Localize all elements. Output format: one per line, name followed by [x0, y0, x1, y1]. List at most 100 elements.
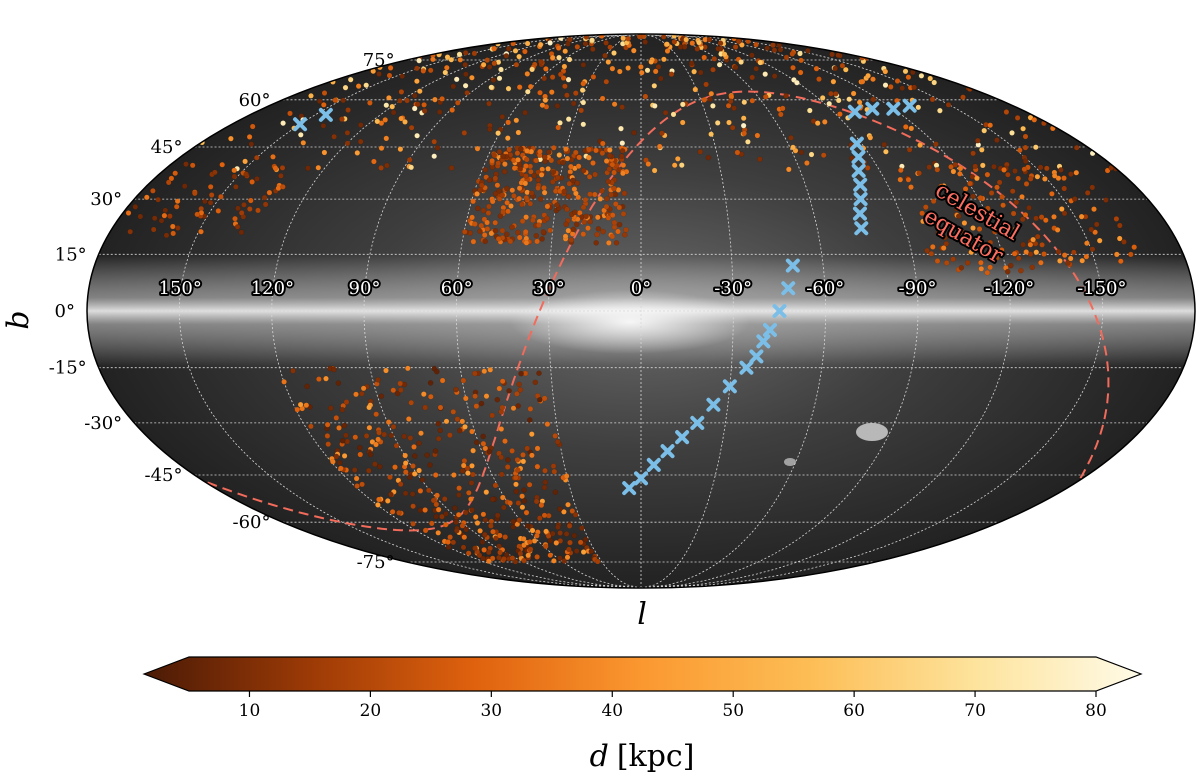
star-point — [541, 484, 548, 491]
star-point — [1068, 171, 1074, 177]
colorbar-label-symbol: d — [590, 739, 609, 774]
star-point — [375, 436, 381, 443]
star-point — [1083, 253, 1090, 260]
star-point — [359, 481, 365, 488]
star-point — [495, 130, 501, 136]
star-point — [566, 523, 573, 529]
star-point — [144, 194, 150, 201]
star-point — [928, 250, 935, 257]
star-point — [513, 474, 519, 481]
star-point — [603, 158, 610, 164]
star-point — [132, 204, 139, 210]
star-point — [486, 448, 493, 455]
star-point — [579, 525, 585, 531]
star-point — [697, 69, 704, 76]
star-point — [859, 78, 866, 85]
star-point — [469, 74, 475, 81]
halo-star-points — [125, 34, 1137, 565]
star-point — [1089, 184, 1096, 191]
star-point — [429, 520, 435, 527]
star-point — [797, 69, 804, 76]
star-point — [703, 81, 709, 88]
star-point — [238, 229, 245, 236]
star-point — [1009, 188, 1016, 194]
star-point — [151, 215, 158, 221]
star-point — [609, 233, 616, 240]
star-point — [534, 533, 540, 539]
star-point — [587, 218, 593, 225]
star-point — [1049, 191, 1055, 197]
star-point — [416, 467, 422, 474]
stream-cross — [722, 379, 737, 394]
star-point — [738, 59, 744, 65]
stream-cross — [690, 415, 705, 430]
star-point — [443, 418, 450, 425]
star-point — [255, 207, 261, 214]
map-area — [87, 34, 1195, 588]
star-point — [1005, 171, 1011, 178]
star-point — [519, 218, 526, 224]
star-point — [565, 501, 571, 508]
star-point — [727, 98, 734, 104]
star-point — [509, 448, 515, 454]
star-point — [486, 203, 492, 210]
star-point — [499, 404, 506, 411]
meridian-line — [640, 34, 827, 588]
star-point — [919, 210, 925, 216]
star-point — [500, 209, 506, 215]
star-point — [333, 453, 340, 460]
star-point — [465, 550, 472, 556]
star-point — [1061, 252, 1068, 258]
star-point — [994, 137, 1000, 143]
stream-cross — [785, 258, 800, 273]
star-point — [1055, 175, 1062, 181]
star-point — [439, 96, 445, 102]
star-point — [829, 51, 835, 58]
star-point — [566, 56, 573, 63]
star-point — [500, 494, 506, 501]
star-point — [790, 64, 796, 71]
star-point — [390, 109, 397, 116]
star-point — [378, 165, 384, 171]
star-point — [762, 71, 768, 77]
star-point — [564, 206, 570, 213]
star-point — [430, 497, 437, 504]
star-point — [915, 104, 922, 111]
star-point — [645, 161, 652, 167]
star-point — [550, 179, 556, 185]
star-point — [150, 188, 156, 194]
star-point — [505, 85, 512, 92]
star-point — [427, 67, 434, 74]
star-point — [576, 154, 582, 161]
star-point — [473, 439, 480, 446]
star-point — [1032, 240, 1039, 247]
star-point — [606, 152, 613, 159]
star-point — [1078, 213, 1085, 220]
longitude-label: -90° — [899, 278, 937, 299]
star-point — [524, 40, 531, 47]
longitude-label: -120° — [985, 278, 1034, 299]
star-point — [790, 144, 796, 151]
star-point — [551, 468, 558, 475]
star-point — [215, 208, 222, 214]
stream-cross — [849, 136, 864, 151]
star-point — [172, 170, 178, 176]
star-point — [340, 97, 346, 104]
star-point — [926, 164, 932, 170]
star-point — [600, 140, 606, 147]
star-point — [582, 536, 589, 543]
star-point — [504, 464, 511, 470]
star-point — [599, 95, 606, 102]
star-point — [1103, 197, 1109, 203]
star-point — [546, 149, 552, 155]
star-point — [233, 184, 239, 190]
star-point — [534, 238, 540, 245]
star-point — [433, 513, 439, 520]
star-point — [492, 175, 499, 182]
star-point — [833, 91, 839, 97]
star-point — [407, 435, 414, 441]
star-point — [165, 179, 172, 186]
star-point — [324, 433, 331, 439]
star-point — [231, 167, 237, 174]
star-point — [518, 370, 524, 377]
